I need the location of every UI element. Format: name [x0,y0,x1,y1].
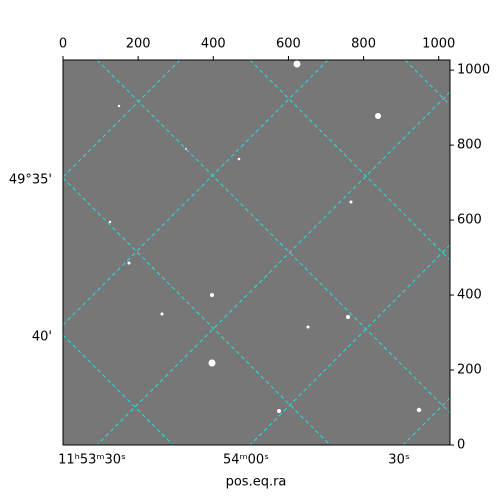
y-tick-label: 800 [457,138,482,153]
ra-label: 11ʰ53ᵐ30ˢ [58,453,126,468]
y-tick-label: 200 [457,363,482,378]
ra-label: 54ᵐ00ˢ [223,453,269,468]
x-tick-label: 400 [201,37,226,52]
ra-label: 30ˢ [388,453,410,468]
x-tick-label: 0 [59,37,67,52]
frame [62,59,451,446]
y-tick-label: 600 [457,213,482,228]
dec-label: 40' [32,330,52,345]
dec-label: 49°35' [9,173,52,188]
x-tick-label: 200 [126,37,151,52]
x-axis-label: pos.eq.ra [226,475,287,490]
x-tick-label: 1000 [422,37,455,52]
stars [108,60,422,413]
y-tick-label: 0 [457,438,465,453]
x-tick-label: 600 [276,37,301,52]
x-tick-label: 800 [351,37,376,52]
y-tick-label: 1000 [457,63,490,78]
y-tick-label: 400 [457,288,482,303]
image [63,60,450,445]
coordinate-grid [62,59,451,446]
